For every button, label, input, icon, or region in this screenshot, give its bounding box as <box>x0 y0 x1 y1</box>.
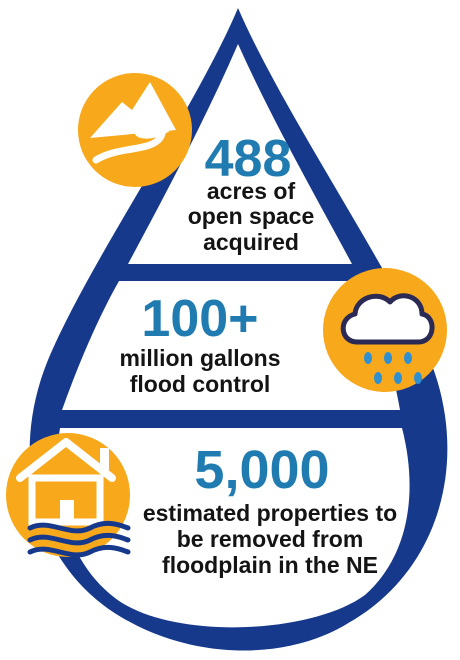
mountain-river-icon <box>78 73 192 187</box>
stat-100-line-2: flood control <box>130 371 271 397</box>
stat-488-line-3: acquired <box>203 229 299 255</box>
stat-488-line-1: acres of <box>207 178 296 204</box>
stat-5000-line-2: be removed from <box>177 526 364 552</box>
stat-5000-line-3: floodplain in the NE <box>162 552 378 578</box>
stat-100-line-1: million gallons <box>119 345 280 371</box>
stat-488-line-2: open space <box>188 203 315 229</box>
panel-bottom <box>57 428 410 628</box>
flooded-house-icon <box>6 433 131 558</box>
panel-top <box>128 44 352 264</box>
panel-middle <box>62 281 400 410</box>
stat-100: 100+ <box>141 290 258 348</box>
rain-cloud-icon <box>323 268 447 392</box>
stat-5000-line-1: estimated properties to <box>143 500 397 526</box>
stat-5000: 5,000 <box>194 440 329 500</box>
stat-488: 488 <box>205 130 292 188</box>
